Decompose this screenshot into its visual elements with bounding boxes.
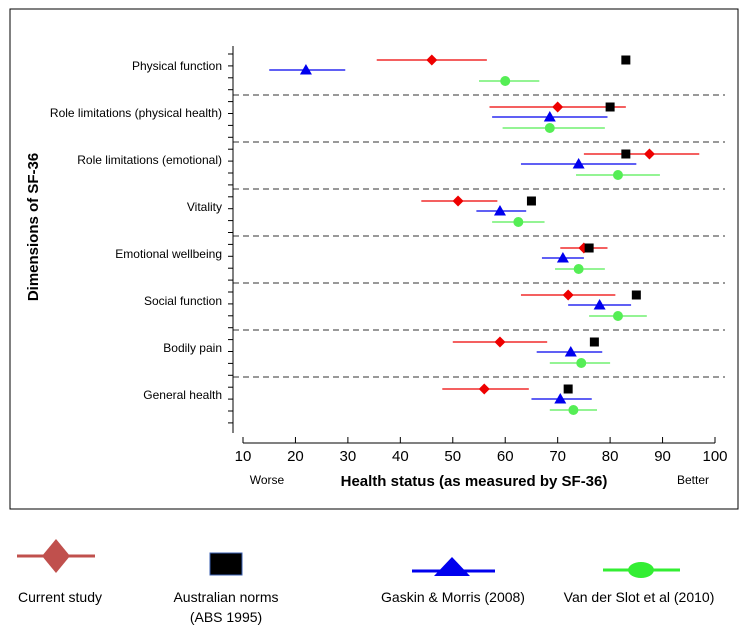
legend-vanderslot-marker bbox=[628, 562, 654, 578]
category-label: Role limitations (physical health) bbox=[50, 106, 222, 120]
chart-frame bbox=[9, 8, 739, 510]
x-tick-label: 80 bbox=[602, 448, 619, 465]
data-point bbox=[500, 76, 511, 86]
x-tick-label: 10 bbox=[235, 448, 252, 465]
legend-gaskin-label: Gaskin & Morris (2008) bbox=[381, 589, 525, 605]
data-point bbox=[584, 243, 594, 253]
data-point bbox=[552, 101, 564, 113]
data-point bbox=[526, 196, 536, 206]
category-label: Social function bbox=[144, 294, 222, 308]
category-label: Emotional wellbeing bbox=[115, 247, 222, 261]
category-label: Bodily pain bbox=[163, 341, 222, 355]
y-ticks bbox=[228, 46, 234, 433]
worse-label: Worse bbox=[250, 473, 285, 487]
data-point bbox=[513, 217, 524, 227]
legend: Current study Australian norms (ABS 1995) G… bbox=[17, 539, 714, 625]
x-tick-label: 30 bbox=[340, 448, 357, 465]
x-tick-label: 70 bbox=[549, 448, 566, 465]
legend-norms-marker bbox=[209, 552, 243, 576]
data-point bbox=[299, 64, 312, 75]
legend-current-label: Current study bbox=[18, 589, 102, 605]
data-point bbox=[621, 149, 631, 159]
data-point bbox=[554, 393, 567, 404]
better-label: Better bbox=[677, 473, 709, 487]
x-tick-label: 20 bbox=[287, 448, 304, 465]
data-point bbox=[478, 383, 490, 395]
x-axis-title: Health status (as measured by SF-36) bbox=[341, 473, 608, 490]
category-labels: Physical function Role limitations (physi… bbox=[50, 59, 222, 402]
x-tick-label: 50 bbox=[444, 448, 461, 465]
data-point bbox=[568, 405, 579, 415]
data-point bbox=[563, 384, 573, 394]
data-point bbox=[573, 264, 584, 274]
y-axis-title: Dimensions of SF-36 bbox=[25, 153, 42, 301]
data-point bbox=[452, 195, 464, 207]
data-point bbox=[564, 346, 577, 357]
data-point bbox=[643, 148, 655, 160]
data-point bbox=[556, 252, 569, 263]
x-axis: 10 20 30 40 50 60 70 80 90 100 bbox=[235, 437, 728, 465]
category-label: General health bbox=[143, 388, 222, 402]
data-point bbox=[612, 170, 623, 180]
data-point bbox=[544, 123, 555, 133]
data-point bbox=[576, 358, 587, 368]
legend-gaskin-marker bbox=[434, 557, 470, 576]
data-point bbox=[494, 336, 506, 348]
data-point bbox=[605, 102, 615, 112]
data-point bbox=[612, 311, 623, 321]
data-point bbox=[589, 337, 599, 347]
data-point bbox=[631, 290, 641, 300]
category-separators bbox=[233, 94, 725, 378]
data-point bbox=[562, 289, 574, 301]
category-label: Role limitations (emotional) bbox=[77, 153, 222, 167]
legend-norms-label-2: (ABS 1995) bbox=[190, 609, 262, 625]
data-point bbox=[572, 158, 585, 169]
data-markers bbox=[269, 54, 700, 415]
x-tick-label: 90 bbox=[654, 448, 671, 465]
x-tick-label: 40 bbox=[392, 448, 409, 465]
data-point bbox=[493, 205, 506, 216]
data-point bbox=[543, 111, 556, 122]
data-point bbox=[593, 299, 606, 310]
legend-vanderslot-label: Van der Slot et al (2010) bbox=[564, 589, 715, 605]
legend-current-marker bbox=[42, 539, 70, 573]
legend-norms-label: Australian norms bbox=[173, 589, 278, 605]
category-label: Physical function bbox=[132, 59, 222, 73]
data-point bbox=[621, 55, 631, 65]
category-label: Vitality bbox=[187, 200, 222, 214]
x-tick-label: 100 bbox=[702, 448, 727, 465]
x-tick-label: 60 bbox=[497, 448, 514, 465]
data-point bbox=[426, 54, 438, 66]
